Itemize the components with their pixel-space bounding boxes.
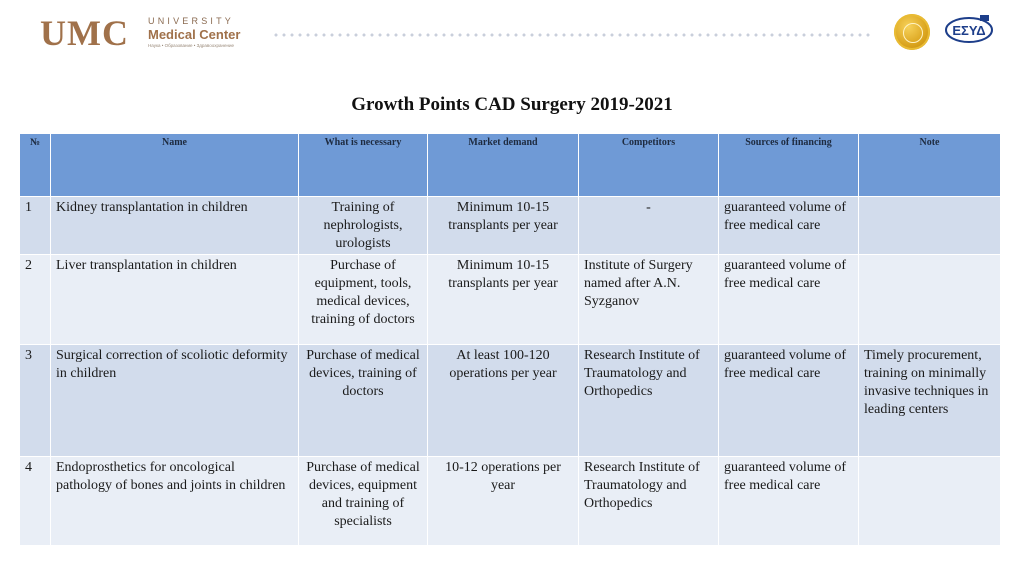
cell-demand: Minimum 10-15 transplants per year	[427, 254, 579, 345]
page-title: Growth Points CAD Surgery 2019-2021	[351, 94, 673, 115]
column-header-number: №	[19, 133, 51, 197]
growth-points-table: № Name What is necessary Market demand C…	[19, 133, 1001, 546]
cell-number: 4	[19, 456, 51, 546]
cell-necessary: Purchase of medical devices, training of…	[298, 344, 428, 457]
gold-seal-icon	[894, 14, 930, 50]
esyd-logo-icon: ΕΣΥΔ	[945, 15, 993, 43]
logo-medical-center: Medical Center	[148, 27, 241, 42]
table-header-row: № Name What is necessary Market demand C…	[19, 133, 1001, 197]
cell-competitors: Research Institute of Traumatology and O…	[578, 456, 719, 546]
cell-note: Timely procurement, training on minimall…	[858, 344, 1001, 457]
cell-number: 3	[19, 344, 51, 457]
cell-necessary: Training of nephrologists, urologists	[298, 196, 428, 255]
column-header-name: Name	[50, 133, 299, 197]
cell-financing: guaranteed volume of free medical care	[718, 344, 859, 457]
table-row: 1 Kidney transplantation in children Tra…	[19, 196, 1001, 255]
esyd-label: ΕΣΥΔ	[952, 23, 985, 38]
cell-demand: At least 100-120 operations per year	[427, 344, 579, 457]
cell-financing: guaranteed volume of free medical care	[718, 196, 859, 255]
cell-demand: Minimum 10-15 transplants per year	[427, 196, 579, 255]
cell-competitors: -	[578, 196, 719, 255]
column-header-competitors: Competitors	[578, 133, 719, 197]
cell-necessary: Purchase of medical devices, equipment a…	[298, 456, 428, 546]
column-header-note: Note	[858, 133, 1001, 197]
cell-competitors: Research Institute of Traumatology and O…	[578, 344, 719, 457]
cell-note	[858, 254, 1001, 345]
cell-note	[858, 456, 1001, 546]
dotted-divider	[272, 33, 872, 37]
logo-mark: UMC	[40, 13, 129, 53]
cell-number: 1	[19, 196, 51, 255]
column-header-necessary: What is necessary	[298, 133, 428, 197]
cell-competitors: Institute of Surgery named after A.N. Sy…	[578, 254, 719, 345]
table-row: 4 Endoprosthetics for oncological pathol…	[19, 456, 1001, 546]
cell-necessary: Purchase of equipment, tools, medical de…	[298, 254, 428, 345]
logo-tagline: Наука • Образование • Здравоохранение	[148, 43, 234, 48]
column-header-demand: Market demand	[427, 133, 579, 197]
cell-name: Liver transplantation in children	[50, 254, 299, 345]
cell-note	[858, 196, 1001, 255]
cell-financing: guaranteed volume of free medical care	[718, 456, 859, 546]
cell-name: Kidney transplantation in children	[50, 196, 299, 255]
cell-demand: 10-12 operations per year	[427, 456, 579, 546]
cell-name: Endoprosthetics for oncological patholog…	[50, 456, 299, 546]
cell-financing: guaranteed volume of free medical care	[718, 254, 859, 345]
table-row: 3 Surgical correction of scoliotic defor…	[19, 344, 1001, 457]
cell-number: 2	[19, 254, 51, 345]
cell-name: Surgical correction of scoliotic deformi…	[50, 344, 299, 457]
column-header-financing: Sources of financing	[718, 133, 859, 197]
table-row: 2 Liver transplantation in children Purc…	[19, 254, 1001, 345]
logo-university: UNIVERSITY	[148, 16, 235, 26]
logo-text: UNIVERSITY Medical Center Наука • Образо…	[148, 16, 288, 49]
